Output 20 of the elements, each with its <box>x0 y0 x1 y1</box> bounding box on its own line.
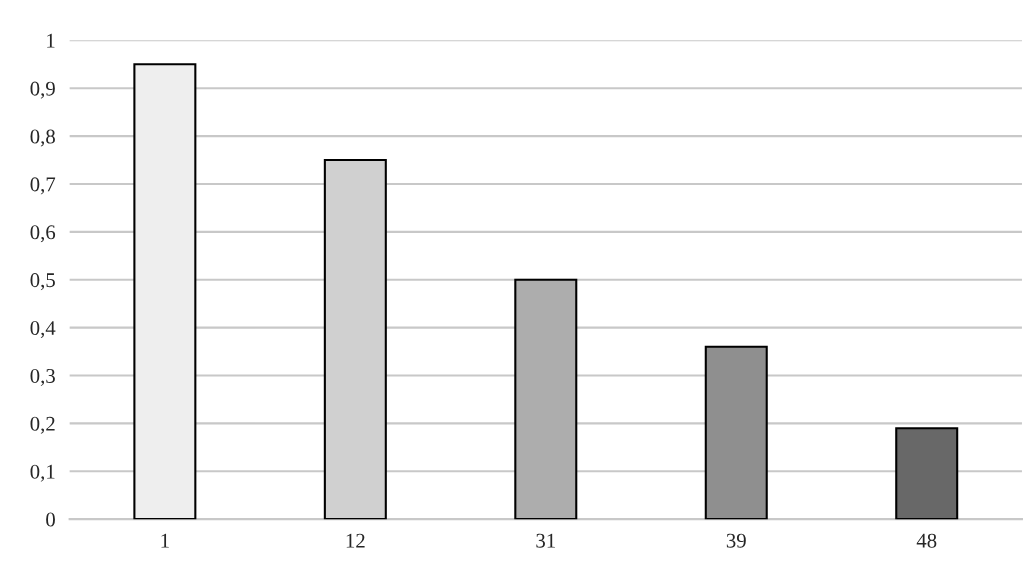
bar <box>514 278 578 520</box>
y-tick-label: 0,7 <box>30 177 56 195</box>
x-tick-label: 48 <box>916 533 937 548</box>
y-tick-label: 0,8 <box>30 129 55 147</box>
y-tick-label: 1 <box>47 33 55 48</box>
x-tick-label: 1 <box>161 533 169 548</box>
y-tick-label: 0,4 <box>30 321 56 339</box>
y-tick-label: 0,5 <box>30 273 55 291</box>
y-tick-label: 0,3 <box>30 368 55 386</box>
x-tick-label: 12 <box>346 533 365 548</box>
y-tick-label: 0 <box>46 512 55 527</box>
y-tick-label: 0,1 <box>30 464 55 482</box>
x-tick-label: 31 <box>536 533 555 548</box>
bar <box>704 345 768 520</box>
y-tick-label: 0,9 <box>30 81 55 99</box>
y-tick-label: 0,2 <box>30 416 55 434</box>
y-tick-label: 0,6 <box>30 225 56 243</box>
bar <box>133 63 197 520</box>
x-tick-label: 39 <box>726 533 746 548</box>
bar <box>895 427 959 520</box>
